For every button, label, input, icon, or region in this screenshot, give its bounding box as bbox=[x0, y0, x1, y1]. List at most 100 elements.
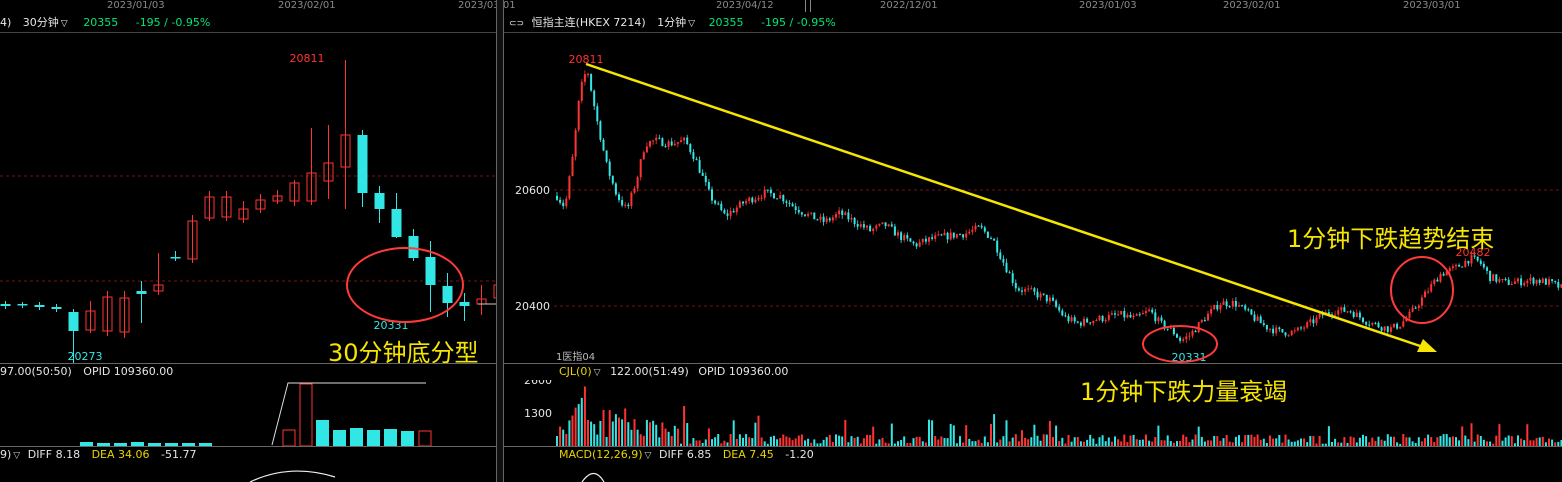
chart-link-icon[interactable]: ⊂⊃ bbox=[509, 19, 525, 29]
candle-body bbox=[1151, 309, 1154, 313]
candle-body bbox=[1123, 311, 1126, 318]
candle-body bbox=[1067, 316, 1070, 322]
volume-bar bbox=[738, 434, 741, 446]
volume-bar bbox=[1256, 434, 1259, 446]
volume-bar bbox=[1318, 435, 1321, 446]
candle-body bbox=[571, 156, 574, 177]
volume-bar bbox=[732, 420, 735, 446]
bottom-fractal-circle bbox=[346, 247, 464, 323]
volume-bar bbox=[1222, 438, 1225, 446]
candle-body bbox=[1458, 264, 1461, 267]
volume-bar bbox=[850, 436, 853, 446]
volume-bar bbox=[1442, 434, 1445, 446]
right-macd-dea: DEA 7.45 bbox=[722, 448, 774, 461]
candle-body bbox=[912, 241, 915, 244]
left-chart-header: 4) 30分钟 ▽ 20355 -195 / -0.95% bbox=[0, 15, 496, 31]
candle-body bbox=[1383, 326, 1386, 331]
volume-bar bbox=[924, 442, 927, 446]
volume-bar bbox=[1296, 440, 1299, 446]
left-date-label: 2023/01/03 bbox=[107, 0, 165, 11]
volume-bar bbox=[1430, 437, 1433, 446]
candle-body bbox=[971, 229, 974, 232]
volume-bar bbox=[1309, 435, 1312, 446]
volume-bar bbox=[1114, 436, 1116, 446]
volume-bar bbox=[1544, 442, 1547, 446]
volume-bar bbox=[1250, 434, 1253, 446]
volume-bar bbox=[847, 442, 850, 446]
volume-bar bbox=[1470, 423, 1473, 446]
volume-bar bbox=[1269, 435, 1271, 446]
candle-body bbox=[1337, 310, 1340, 315]
volume-bar bbox=[1507, 435, 1510, 446]
volume-bar bbox=[1362, 434, 1364, 446]
candle-body bbox=[1532, 277, 1535, 284]
volume-bar bbox=[869, 435, 872, 446]
candle-body bbox=[136, 291, 147, 294]
left-period-selector[interactable]: 30分钟 ▽ bbox=[23, 16, 68, 29]
candle-body bbox=[289, 182, 300, 202]
chevron-down-icon[interactable]: ▽ bbox=[644, 451, 652, 461]
volume-bar bbox=[695, 440, 698, 446]
volume-bar bbox=[401, 431, 414, 446]
volume-bar bbox=[931, 420, 934, 446]
volume-bar bbox=[1197, 426, 1200, 446]
volume-bar bbox=[1343, 437, 1346, 446]
volume-bar bbox=[1216, 436, 1219, 446]
volume-bar bbox=[1200, 436, 1203, 446]
candle-body bbox=[1470, 255, 1473, 264]
macd-diff-line bbox=[581, 472, 605, 482]
candle-body bbox=[187, 220, 198, 260]
candle-body bbox=[1021, 290, 1023, 292]
candle-body bbox=[1306, 322, 1309, 328]
candle-body bbox=[1250, 309, 1253, 315]
volume-bar bbox=[859, 443, 862, 446]
macd-indicator-name[interactable]: MACD(12,26,9) bbox=[559, 448, 643, 461]
volume-bar bbox=[599, 420, 602, 446]
candle-body bbox=[556, 195, 558, 200]
candle-body bbox=[1290, 330, 1293, 336]
panel-separator[interactable] bbox=[496, 0, 504, 482]
candle-body bbox=[847, 212, 850, 220]
candle-body bbox=[1148, 309, 1151, 312]
high-price-label: 20811 bbox=[569, 53, 604, 66]
candle-body bbox=[1548, 279, 1550, 285]
candle-body bbox=[1079, 322, 1082, 326]
volume-indicator-name[interactable]: CJL(0) bbox=[559, 365, 592, 378]
candle-body bbox=[1191, 330, 1194, 336]
candle-body bbox=[1551, 279, 1554, 282]
volume-bar bbox=[1405, 437, 1408, 446]
candle-body bbox=[593, 90, 596, 107]
candle-body bbox=[1061, 310, 1064, 316]
chevron-down-icon: ▽ bbox=[60, 19, 68, 29]
candle-body bbox=[1371, 322, 1374, 325]
chevron-down-icon[interactable]: ▽ bbox=[13, 451, 21, 461]
volume-bar bbox=[1355, 442, 1358, 446]
volume-bar bbox=[754, 422, 757, 446]
candle-body bbox=[1442, 273, 1445, 276]
volume-bar bbox=[316, 420, 329, 446]
volume-bar bbox=[1482, 439, 1485, 446]
right-period-selector[interactable]: 1分钟 ▽ bbox=[657, 16, 695, 29]
volume-bar bbox=[853, 437, 856, 446]
candle-body bbox=[915, 243, 918, 247]
left-macd-dea: DEA 34.06 bbox=[91, 448, 150, 461]
candle-body bbox=[695, 158, 698, 161]
candle-body bbox=[1219, 304, 1222, 310]
volume-bar bbox=[636, 429, 639, 446]
price-axis-label: 20600 bbox=[515, 184, 550, 197]
candle-body bbox=[872, 228, 875, 232]
volume-bar bbox=[299, 383, 313, 446]
candle-body bbox=[1420, 297, 1423, 306]
volume-bar bbox=[909, 442, 912, 446]
volume-bar bbox=[1179, 440, 1182, 446]
candle-body bbox=[568, 176, 571, 199]
volume-bar bbox=[1104, 441, 1107, 446]
volume-bar bbox=[1079, 441, 1082, 446]
left-macd-chart bbox=[249, 470, 336, 482]
candle-body bbox=[866, 225, 868, 228]
chevron-down-icon[interactable]: ▽ bbox=[593, 368, 601, 378]
candle-body bbox=[862, 224, 865, 228]
volume-bar bbox=[1272, 438, 1275, 446]
